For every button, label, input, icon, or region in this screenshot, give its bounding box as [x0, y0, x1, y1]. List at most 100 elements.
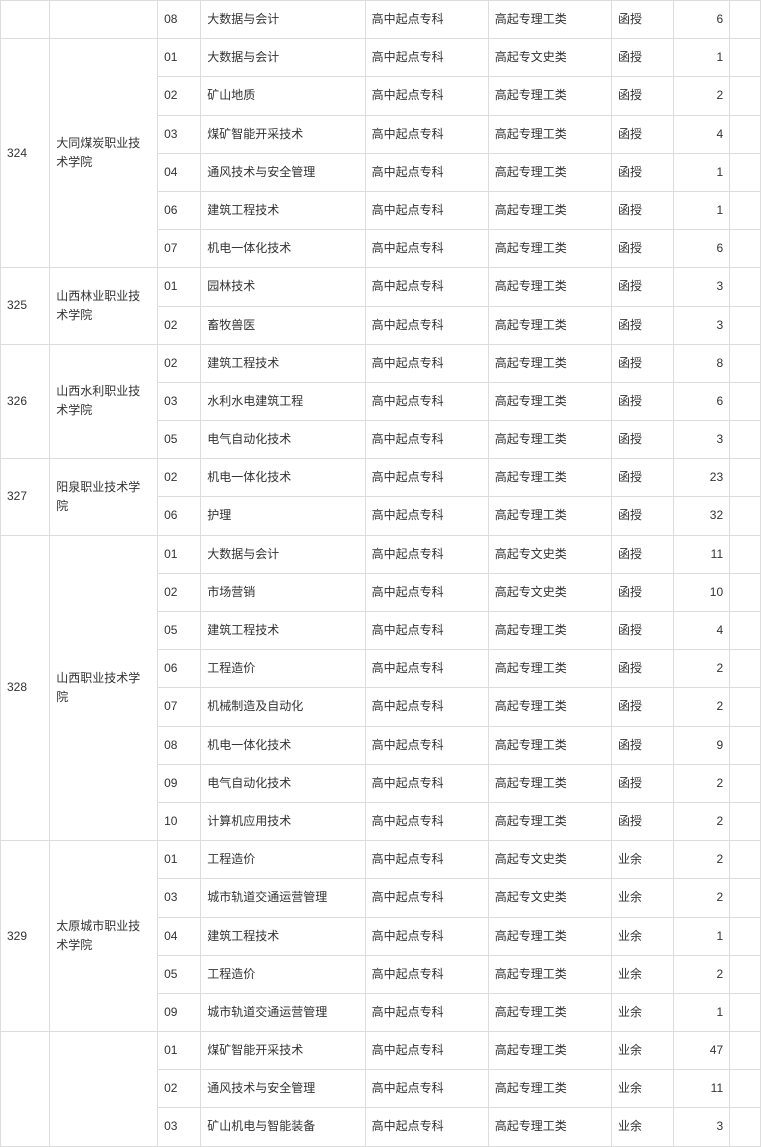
major: 机电一体化技术: [201, 459, 365, 497]
row-num: 02: [158, 459, 201, 497]
row-num: 10: [158, 802, 201, 840]
mode: 函授: [612, 1, 674, 39]
category: 高起专理工类: [488, 1108, 611, 1146]
count: 1: [673, 993, 729, 1031]
mode: 函授: [612, 77, 674, 115]
row-num: 02: [158, 306, 201, 344]
row-num: 01: [158, 535, 201, 573]
row-num: 02: [158, 77, 201, 115]
count: 8: [673, 344, 729, 382]
count: 2: [673, 764, 729, 802]
category: 高起专文史类: [488, 573, 611, 611]
major: 煤矿智能开采技术: [201, 1032, 365, 1070]
mode: 函授: [612, 153, 674, 191]
empty-cell: [730, 726, 761, 764]
level: 高中起点专科: [365, 77, 488, 115]
row-num: 08: [158, 1, 201, 39]
count: 9: [673, 726, 729, 764]
empty-cell: [730, 153, 761, 191]
category: 高起专理工类: [488, 344, 611, 382]
category: 高起专理工类: [488, 1032, 611, 1070]
count: 1: [673, 39, 729, 77]
row-num: 07: [158, 688, 201, 726]
row-num: 03: [158, 115, 201, 153]
table-row: 329太原城市职业技术学院01工程造价高中起点专科高起专文史类业余2: [1, 841, 761, 879]
mode: 业余: [612, 879, 674, 917]
level: 高中起点专科: [365, 344, 488, 382]
level: 高中起点专科: [365, 230, 488, 268]
row-num: 04: [158, 153, 201, 191]
major: 计算机应用技术: [201, 802, 365, 840]
major: 城市轨道交通运营管理: [201, 993, 365, 1031]
school-code: 324: [1, 39, 50, 268]
major: 市场营销: [201, 573, 365, 611]
row-num: 08: [158, 726, 201, 764]
level: 高中起点专科: [365, 879, 488, 917]
category: 高起专理工类: [488, 268, 611, 306]
row-num: 04: [158, 917, 201, 955]
empty-cell: [730, 268, 761, 306]
category: 高起专理工类: [488, 382, 611, 420]
major: 建筑工程技术: [201, 917, 365, 955]
school-code: 325: [1, 268, 50, 344]
mode: 业余: [612, 1070, 674, 1108]
empty-cell: [730, 115, 761, 153]
major: 护理: [201, 497, 365, 535]
major: 机电一体化技术: [201, 726, 365, 764]
empty-cell: [730, 421, 761, 459]
count: 2: [673, 77, 729, 115]
table-row: 326山西水利职业技术学院02建筑工程技术高中起点专科高起专理工类函授8: [1, 344, 761, 382]
category: 高起专理工类: [488, 230, 611, 268]
major: 矿山地质: [201, 77, 365, 115]
major: 建筑工程技术: [201, 612, 365, 650]
major: 水利水电建筑工程: [201, 382, 365, 420]
empty-cell: [730, 306, 761, 344]
mode: 函授: [612, 306, 674, 344]
empty-cell: [730, 382, 761, 420]
mode: 函授: [612, 115, 674, 153]
mode: 函授: [612, 802, 674, 840]
row-num: 03: [158, 879, 201, 917]
row-num: 07: [158, 230, 201, 268]
mode: 函授: [612, 382, 674, 420]
empty-cell: [730, 1, 761, 39]
count: 2: [673, 650, 729, 688]
major: 电气自动化技术: [201, 421, 365, 459]
row-num: 05: [158, 955, 201, 993]
count: 3: [673, 421, 729, 459]
level: 高中起点专科: [365, 535, 488, 573]
mode: 函授: [612, 497, 674, 535]
level: 高中起点专科: [365, 191, 488, 229]
level: 高中起点专科: [365, 917, 488, 955]
level: 高中起点专科: [365, 764, 488, 802]
school-name: 阳泉职业技术学院: [50, 459, 158, 535]
level: 高中起点专科: [365, 268, 488, 306]
level: 高中起点专科: [365, 688, 488, 726]
empty-cell: [730, 764, 761, 802]
level: 高中起点专科: [365, 459, 488, 497]
school-name: 大同煤炭职业技术学院: [50, 39, 158, 268]
category: 高起专理工类: [488, 955, 611, 993]
major: 畜牧兽医: [201, 306, 365, 344]
major: 建筑工程技术: [201, 191, 365, 229]
row-num: 06: [158, 497, 201, 535]
mode: 业余: [612, 841, 674, 879]
mode: 函授: [612, 764, 674, 802]
count: 6: [673, 1, 729, 39]
category: 高起专理工类: [488, 650, 611, 688]
empty-cell: [730, 191, 761, 229]
category: 高起专理工类: [488, 802, 611, 840]
category: 高起专理工类: [488, 191, 611, 229]
category: 高起专理工类: [488, 1070, 611, 1108]
table-row: 328山西职业技术学院01大数据与会计高中起点专科高起专文史类函授11: [1, 535, 761, 573]
level: 高中起点专科: [365, 153, 488, 191]
empty-cell: [730, 344, 761, 382]
category: 高起专理工类: [488, 917, 611, 955]
major: 工程造价: [201, 841, 365, 879]
school-name: 山西职业技术学院: [50, 535, 158, 841]
level: 高中起点专科: [365, 955, 488, 993]
major: 建筑工程技术: [201, 344, 365, 382]
row-num: 01: [158, 841, 201, 879]
major: 大数据与会计: [201, 535, 365, 573]
major: 机电一体化技术: [201, 230, 365, 268]
